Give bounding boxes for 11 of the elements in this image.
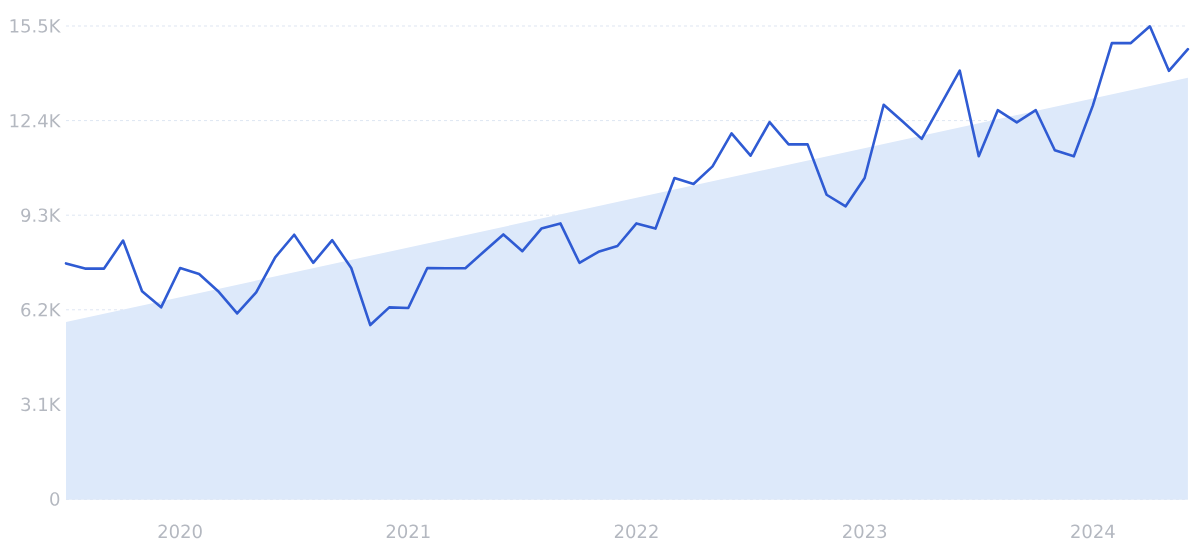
x-tick-label: 2020	[158, 524, 202, 539]
x-tick-label: 2021	[386, 524, 430, 539]
y-tick-label: 9.3K	[21, 208, 61, 222]
y-tick-label: 15.5K	[10, 19, 61, 33]
x-tick-label: 2023	[843, 524, 887, 539]
x-tick-label: 2022	[614, 524, 658, 539]
y-tick-label: 6.2K	[21, 302, 61, 317]
y-tick-label: 12.4K	[10, 113, 61, 128]
y-tick-label: 0	[50, 492, 60, 506]
y-tick-label: 3.1K	[21, 397, 61, 412]
x-tick-label: 2024	[1071, 524, 1115, 539]
